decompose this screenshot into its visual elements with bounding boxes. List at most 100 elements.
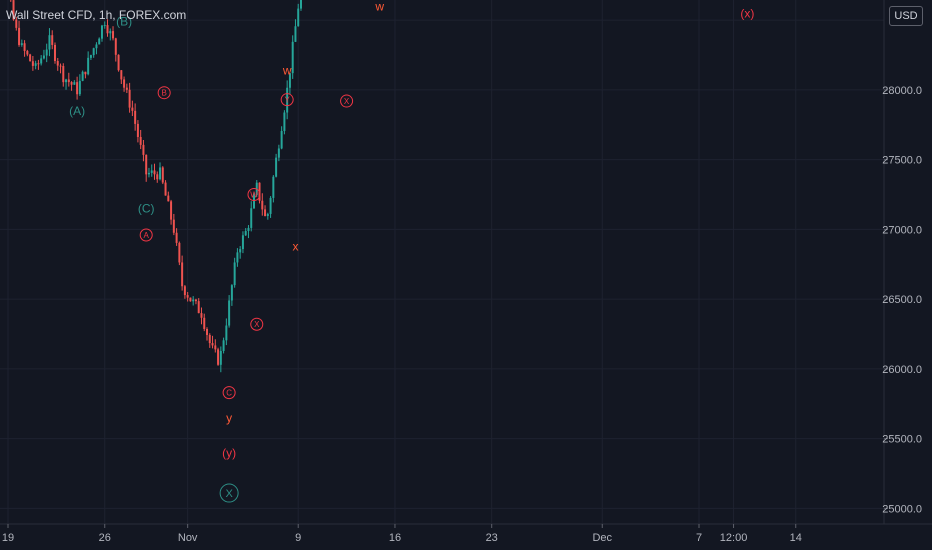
- candle-body: [150, 170, 153, 173]
- candle-body: [145, 154, 148, 175]
- chart-grid: [0, 0, 884, 524]
- candle-body: [283, 112, 286, 132]
- candle-body: [89, 55, 92, 58]
- price-axis-tick-label: 26000.0: [882, 364, 922, 376]
- candle-body: [56, 60, 59, 66]
- wave-label-circle: [222, 386, 236, 400]
- candle-body: [48, 35, 51, 50]
- candle-body: [131, 107, 134, 111]
- candle-body: [84, 71, 87, 75]
- candle-body: [200, 313, 203, 318]
- candle-body: [170, 201, 173, 220]
- candle-body: [299, 0, 302, 9]
- time-axis-background: [0, 524, 932, 550]
- candle-body: [34, 63, 37, 66]
- candle-body: [161, 167, 164, 183]
- candle-body: [109, 31, 112, 34]
- candle-body: [23, 43, 26, 51]
- candle-body: [203, 317, 206, 329]
- candle-body: [114, 38, 117, 55]
- candle-body: [236, 252, 239, 263]
- wave-label: y: [226, 411, 232, 425]
- candle-body: [12, 0, 15, 20]
- candle-body: [103, 25, 106, 27]
- candle-body: [73, 82, 76, 85]
- candle-body: [239, 249, 242, 253]
- candle-body: [230, 285, 233, 301]
- candle-body: [288, 73, 291, 88]
- candle-body: [275, 157, 278, 177]
- candle-body: [78, 80, 81, 95]
- candle-body: [286, 87, 289, 113]
- candle-body: [142, 144, 145, 155]
- candle-body: [98, 38, 101, 45]
- candle-body: [45, 49, 48, 56]
- candle-body: [280, 131, 283, 149]
- candle-body: [153, 170, 156, 175]
- currency-button[interactable]: USD: [889, 6, 923, 26]
- price-axis-tick-label: 25000.0: [882, 503, 922, 515]
- candle-body: [156, 174, 159, 180]
- time-axis-tick-label: 9: [295, 532, 301, 544]
- candle-body: [264, 209, 267, 217]
- candle-body: [211, 343, 214, 346]
- candle-body: [225, 325, 228, 341]
- candle-body: [214, 345, 217, 350]
- candle-body: [233, 262, 236, 286]
- candle-body: [159, 167, 162, 180]
- time-axis-tick-label: 7: [696, 532, 702, 544]
- chart-title: Wall Street CFD, 1h, FOREX.com: [6, 8, 187, 22]
- candle-body: [15, 19, 18, 28]
- candle-body: [29, 54, 32, 62]
- candle-body: [70, 82, 73, 85]
- candle-body: [128, 89, 131, 108]
- candle-body: [42, 55, 45, 59]
- candle-body: [297, 8, 300, 27]
- candle-body: [183, 286, 186, 296]
- candle-body: [92, 48, 95, 56]
- time-axis-tick-label: 16: [389, 532, 401, 544]
- candle-body: [269, 197, 272, 214]
- wave-label: w: [282, 64, 292, 78]
- time-axis-tick-label: 12:00: [720, 532, 748, 544]
- price-axis-tick-label: 25500.0: [882, 434, 922, 446]
- time-axis-tick-label: 19: [2, 532, 14, 544]
- wave-label-circle: [250, 317, 264, 331]
- wave-label: (y): [222, 446, 236, 460]
- candle-body: [222, 340, 225, 351]
- candle-body: [250, 208, 253, 228]
- price-axis[interactable]: 25000.0 25500.0 26000.0 26500.0 27000.0 27500…: [882, 0, 932, 550]
- wave-label: (B): [116, 15, 132, 29]
- candle-body: [291, 41, 294, 74]
- candle-body: [106, 25, 109, 34]
- candle-body: [67, 79, 70, 83]
- price-axis-tick-label: 26500.0: [882, 294, 922, 306]
- candle-body: [95, 44, 98, 49]
- candle-body: [194, 299, 197, 302]
- candle-body: [217, 349, 220, 365]
- candle-body: [186, 295, 189, 298]
- wave-label-circle: [219, 483, 239, 503]
- candle-body: [134, 110, 137, 124]
- candle-body: [59, 65, 62, 67]
- candle-body: [272, 176, 275, 198]
- wave-label-circle: [139, 228, 153, 242]
- candle-body: [123, 79, 126, 88]
- candle-body: [261, 200, 264, 210]
- price-axis-tick-label: 28000.0: [882, 85, 922, 97]
- candle-body: [206, 328, 209, 335]
- candle-body: [51, 35, 54, 45]
- candle-body: [81, 71, 84, 81]
- time-axis-tick-label: 14: [790, 532, 802, 544]
- candle-body: [31, 61, 34, 66]
- candle-body: [247, 227, 250, 232]
- time-axis[interactable]: 19 26 Nov 9 16 23 Dec 7 12:00 14: [0, 523, 932, 550]
- wave-label: w: [374, 0, 384, 13]
- wave-label: (A): [69, 104, 85, 118]
- wave-label: X: [344, 97, 350, 106]
- candle-body: [26, 50, 29, 55]
- wave-label-circle: [157, 86, 171, 100]
- wave-label: Y: [284, 95, 290, 104]
- price-axis-tick-label: 27500.0: [882, 155, 922, 167]
